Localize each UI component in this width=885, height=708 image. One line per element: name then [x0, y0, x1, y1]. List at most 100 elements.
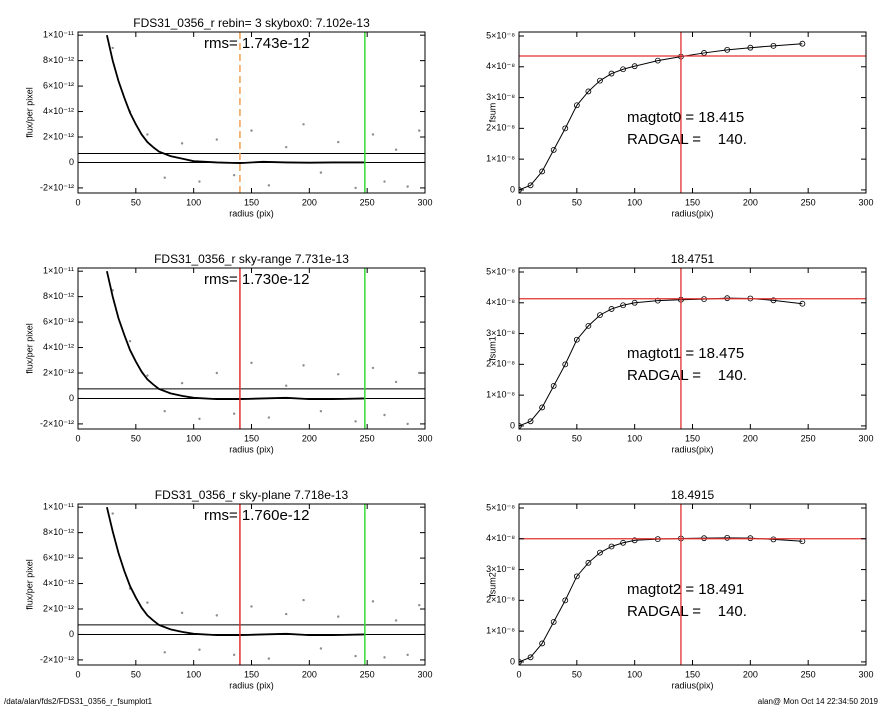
scatter-point	[302, 123, 305, 126]
y-tick-label: 4×10⁻¹²	[43, 106, 74, 116]
y-tick-label: 2×10⁻¹²	[43, 367, 74, 377]
y-tick-label: 1×10⁻⁸	[486, 154, 515, 164]
y-tick-label: 8×10⁻¹²	[43, 527, 74, 537]
scatter-point	[180, 611, 184, 615]
panel: 0 50 100 150 200 250 300 0 1×10⁻⁸ 2×10⁻⁸ 3×10⁻⁸ 4×1…	[486, 252, 873, 454]
x-tick-label: 250	[801, 669, 816, 679]
scatter-point	[418, 129, 421, 132]
plot-area	[78, 268, 425, 429]
x-tick-label: 250	[801, 433, 816, 443]
y-tick-label: 3×10⁻⁸	[486, 328, 515, 338]
scatter-point	[163, 409, 166, 413]
chart-title: 18.4751	[671, 252, 715, 266]
curve-point	[550, 147, 557, 153]
y-tick-label: 4×10⁻¹²	[43, 578, 74, 588]
curve-point	[620, 539, 626, 546]
scatter-point	[285, 612, 288, 616]
x-axis-label: radius (pix)	[229, 444, 274, 454]
y-tick-label: 2×10⁻⁸	[486, 359, 515, 369]
curve-point	[550, 383, 557, 389]
x-tick-label: 0	[516, 433, 521, 443]
panel: 0 50 100 150 200 250 300 0 1×10⁻⁸ 2×10⁻⁸ 3×10⁻⁸ 4×1…	[486, 30, 873, 218]
y-tick-label: 4×10⁻⁸	[486, 297, 515, 307]
profile-line	[106, 270, 365, 400]
scatter-point	[406, 653, 409, 657]
scatter-point	[383, 656, 386, 659]
y-tick-label: 4×10⁻⁸	[486, 61, 515, 71]
scatter-point	[267, 657, 271, 660]
x-tick-label: 200	[302, 197, 317, 207]
y-axis-label: flux/per pixel	[24, 87, 34, 138]
x-axis-label: radius(pix)	[671, 208, 713, 218]
axes-frame	[518, 267, 867, 430]
x-tick-label: 250	[360, 197, 375, 207]
y-tick-label: 4×10⁻⁸	[486, 533, 515, 543]
y-tick-label: 1×10⁻¹¹	[43, 502, 74, 512]
x-tick-label: 0	[75, 669, 80, 679]
x-tick-label: 100	[627, 433, 642, 443]
x-tick-label: 200	[743, 433, 758, 443]
scatter-point	[250, 361, 253, 365]
scatter-point	[232, 173, 236, 177]
scatter-point	[383, 413, 386, 417]
curve-point	[620, 66, 626, 73]
scatter-point	[198, 648, 201, 651]
scatter-point	[319, 409, 323, 413]
x-tick-label: 250	[360, 669, 375, 679]
curve-point	[585, 88, 592, 95]
scatter-point	[371, 366, 375, 370]
y-tick-label: 6×10⁻¹²	[43, 316, 74, 326]
x-tick-label: 300	[417, 433, 432, 443]
x-tick-label: 300	[417, 669, 432, 679]
scatter-point	[146, 601, 149, 604]
scatter-point	[337, 615, 340, 618]
plot-area	[78, 504, 425, 665]
y-tick-label: -2×10⁻¹²	[40, 182, 74, 192]
y-axis-label: fsum	[487, 103, 497, 123]
y-tick-label: 0	[510, 184, 515, 194]
x-tick-label: 50	[572, 433, 582, 443]
x-tick-label: 150	[244, 433, 259, 443]
scatter-point	[146, 374, 149, 377]
y-tick-label: 0	[69, 157, 74, 167]
y-tick-label: 5×10⁻⁸	[486, 266, 515, 276]
scatter-point	[418, 371, 421, 375]
x-tick-label: 250	[801, 197, 816, 207]
chart-title: FDS31_0356_r sky-plane 7.718e-13	[155, 488, 349, 502]
scatter-point	[285, 145, 288, 149]
axes-frame	[518, 503, 867, 666]
y-tick-label: 2×10⁻¹²	[43, 131, 74, 141]
annotation: RADGAL = 140.	[627, 367, 747, 384]
curve-point	[631, 537, 638, 544]
scatter-point	[371, 133, 375, 136]
scatter-point	[198, 417, 201, 421]
growth-curve	[519, 43, 803, 191]
scatter-point	[406, 185, 409, 188]
curve-point	[631, 299, 638, 306]
curve-point	[747, 44, 754, 51]
curve-point	[585, 559, 592, 566]
profile-line	[106, 506, 365, 636]
x-tick-label: 50	[131, 669, 141, 679]
x-tick-label: 150	[685, 197, 700, 207]
curve-point	[631, 63, 638, 70]
curve-point	[620, 302, 626, 309]
chart-title: FDS31_0356_r rebin= 3 skybox0: 7.102e-13	[133, 16, 370, 30]
x-tick-label: 100	[186, 669, 201, 679]
x-axis-label: radius (pix)	[229, 208, 274, 218]
plot-area	[78, 32, 425, 193]
x-tick-label: 0	[516, 197, 521, 207]
axes-frame	[518, 31, 867, 194]
x-tick-label: 150	[244, 669, 259, 679]
curve-point	[654, 57, 661, 64]
y-tick-label: 2×10⁻⁸	[486, 123, 515, 133]
curve-point	[608, 543, 615, 550]
annotation: magtot2 = 18.491	[627, 581, 744, 598]
curve-point	[770, 297, 777, 304]
x-tick-label: 150	[685, 433, 700, 443]
x-tick-label: 100	[627, 197, 642, 207]
curve-point	[527, 182, 534, 189]
x-tick-label: 300	[417, 197, 432, 207]
